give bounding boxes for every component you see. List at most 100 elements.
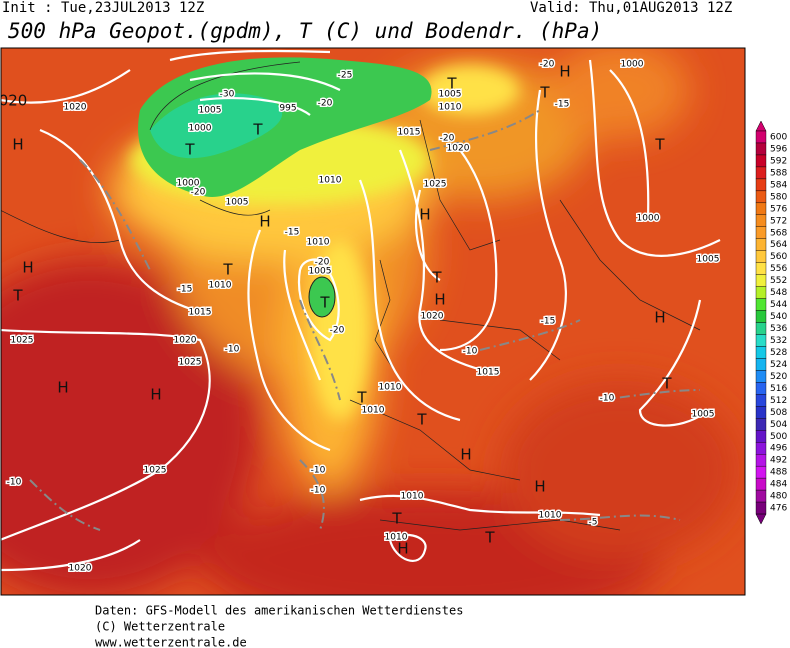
colorbar-label: 584 — [770, 180, 787, 190]
colorbar-swatch — [755, 250, 767, 263]
colorbar-swatch — [755, 358, 767, 371]
colorbar-swatch — [755, 489, 767, 503]
isoline-label: 1010 — [209, 281, 232, 291]
colorbar-label: 576 — [770, 204, 787, 214]
isoline-label: -10 — [463, 347, 478, 357]
isoline-label: -15 — [285, 228, 300, 238]
pressure-center: T — [446, 75, 457, 93]
isoline-label: -20 — [191, 188, 206, 198]
isoline-label: 995 — [279, 104, 296, 114]
colorbar-label: 524 — [770, 360, 787, 370]
colorbar-swatch — [755, 406, 767, 419]
isoline-label: 1010 — [379, 383, 402, 393]
isoline-label: 1025 — [179, 358, 202, 368]
isoline-label: -10 — [225, 345, 240, 355]
footer-line: (C) Wetterzentrale — [95, 620, 225, 634]
colorbar-swatch — [755, 166, 767, 180]
colorbar-label: 552 — [770, 276, 787, 286]
colorbar-swatch — [755, 238, 767, 251]
colorbar-label: 520 — [770, 372, 787, 382]
isoline-label: 1005 — [199, 106, 222, 116]
colorbar-label: 492 — [770, 456, 787, 466]
colorbar-label: 528 — [770, 348, 787, 358]
colorbar-swatch — [755, 202, 767, 216]
colorbar-swatch — [755, 454, 767, 467]
colorbar-swatch — [755, 262, 767, 275]
isoline-label: 1020 — [421, 312, 444, 322]
pressure-center: T — [431, 269, 442, 287]
colorbar-swatch — [755, 477, 767, 491]
pressure-center: H — [259, 213, 270, 231]
colorbar-label: 540 — [770, 312, 787, 322]
colorbar-label: 564 — [770, 240, 787, 250]
colorbar-label: 572 — [770, 216, 787, 226]
colorbar-label: 544 — [770, 300, 787, 310]
isoline-label: -20 — [540, 60, 555, 70]
colorbar-label: 480 — [770, 492, 787, 502]
pressure-center: H — [559, 63, 570, 81]
isoline-label: 1005 — [697, 255, 720, 265]
colorbar-swatch — [755, 418, 767, 431]
pressure-center: H — [534, 478, 545, 496]
isoline-label: 1010 — [307, 238, 330, 248]
colorbar-label: 600 — [770, 133, 787, 143]
colorbar-label: 508 — [770, 408, 787, 418]
pressure-center: T — [539, 84, 550, 102]
isoline-label: -15 — [541, 317, 556, 327]
isoline-label: 1005 — [692, 410, 715, 420]
colorbar-swatch — [755, 190, 767, 204]
pressure-center: T — [484, 529, 495, 547]
isoline-label: 1005 — [439, 90, 462, 100]
colorbar-swatch — [755, 310, 767, 323]
colorbar-swatch — [755, 178, 767, 192]
pressure-center: H — [57, 379, 68, 397]
isoline-label: 1010 — [362, 406, 385, 416]
isoline-label: -15 — [555, 100, 570, 110]
colorbar-swatch — [755, 370, 767, 383]
isoline-label: 1000 — [637, 214, 660, 224]
colorbar-label: 596 — [770, 144, 787, 154]
isoline-label: 1020 — [69, 564, 92, 574]
footer-line: Daten: GFS-Modell des amerikanischen Wet… — [95, 604, 463, 618]
colorbar-label: 560 — [770, 252, 787, 262]
init-time: Init : Tue,23JUL2013 12Z — [2, 0, 204, 16]
map-title: 500 hPa Geopot.(gpdm), T (C) und Bodendr… — [8, 19, 602, 43]
isoline-label: -10 — [600, 394, 615, 404]
colorbar-swatch — [755, 142, 767, 156]
pressure-center: H — [654, 309, 665, 327]
colorbar-label: 580 — [770, 192, 787, 202]
colorbar-swatch — [755, 442, 767, 455]
pressure-center: T — [654, 136, 665, 154]
isoline-label: -20 — [315, 258, 330, 268]
colorbar-label: 516 — [770, 384, 787, 394]
colorbar-swatch — [755, 394, 767, 407]
colorbar-end — [755, 120, 767, 132]
isoline-label: 1025 — [424, 180, 447, 190]
colorbar-swatch — [755, 226, 767, 239]
isoline-label: 1000 — [177, 179, 200, 189]
isoline-label: -20 — [318, 99, 333, 109]
isoline-label: 1020 — [64, 103, 87, 113]
valid-time: Valid: Thu,01AUG2013 12Z — [530, 0, 732, 16]
pressure-center: T — [391, 510, 402, 528]
colorbar-label: 568 — [770, 228, 787, 238]
colorbar-label: 536 — [770, 324, 787, 334]
isoline-label: 1010 — [401, 492, 424, 502]
pressure-center: H — [22, 259, 33, 277]
colorbar-swatch — [755, 501, 767, 515]
pressure-center: T — [416, 411, 427, 429]
colorbar-label: 504 — [770, 420, 787, 430]
isoline-label: -10 — [311, 466, 326, 476]
colorbar-label: 588 — [770, 168, 787, 178]
isoline-label: -20 — [330, 326, 345, 336]
isoline-label: 1010 — [385, 533, 408, 543]
map-frame — [0, 47, 746, 596]
isoline-label: -10 — [7, 478, 22, 488]
pressure-center: T — [222, 261, 233, 279]
isoline-label: -20 — [440, 134, 455, 144]
pressure-center: H — [419, 206, 430, 224]
colorbar-swatch — [755, 130, 767, 144]
